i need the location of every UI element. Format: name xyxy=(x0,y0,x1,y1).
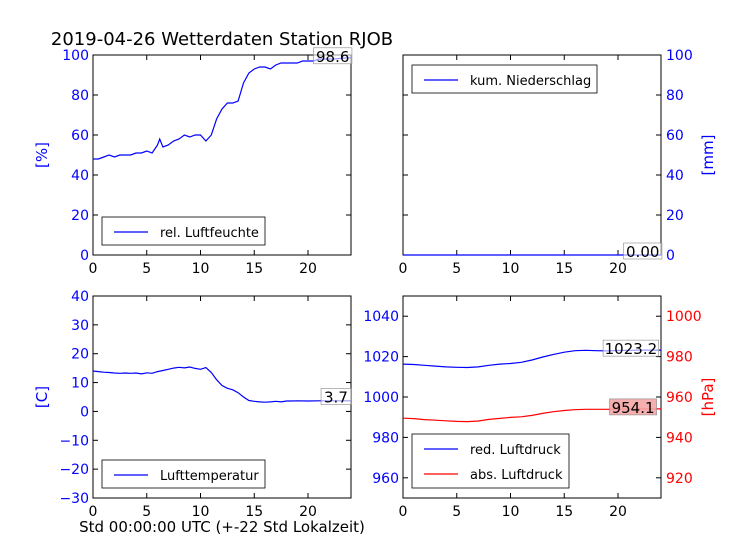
y-tick-label: 10 xyxy=(71,376,89,392)
y-tick-label: −30 xyxy=(59,491,89,507)
series-line-1 xyxy=(93,57,352,160)
y2-tick-label: 980 xyxy=(666,350,693,366)
y-axis-label: [hPa] xyxy=(699,378,717,417)
x-tick-label: 10 xyxy=(502,261,520,277)
x-tick-label: 15 xyxy=(245,261,263,277)
x-tick-label: 0 xyxy=(89,261,98,277)
y-tick-label: −20 xyxy=(59,462,89,478)
figure-title: 2019-04-26 Wetterdaten Station RJOB xyxy=(51,29,393,50)
y-tick-label: 1020 xyxy=(363,350,399,366)
value-annotation: 1023.2 xyxy=(605,340,658,358)
y-tick-label: −10 xyxy=(59,433,89,449)
value-annotation: 3.7 xyxy=(324,388,348,406)
value-annotation-box xyxy=(602,339,659,357)
y-tick-label: 40 xyxy=(71,289,89,305)
value-annotation: 98.6 xyxy=(316,48,349,66)
y2-tick-label: 1000 xyxy=(666,309,702,325)
value-annotation-box xyxy=(313,47,353,65)
value-annotation-box xyxy=(320,388,352,405)
value-annotation-box xyxy=(609,398,657,416)
legend-box xyxy=(101,459,266,489)
y-axis-label: [mm] xyxy=(699,135,717,176)
y-tick-label: 40 xyxy=(71,168,89,184)
legend-label-1: kum. Niederschlag xyxy=(470,74,591,89)
legend-box xyxy=(411,433,570,489)
y-tick-label: 100 xyxy=(62,48,89,64)
x-tick-label: 0 xyxy=(89,504,98,520)
y2-tick-label: 940 xyxy=(666,430,693,446)
y-tick-label: 60 xyxy=(71,128,89,144)
plot-frame xyxy=(92,54,352,256)
legend-box xyxy=(101,216,266,246)
y-tick-label: 0 xyxy=(666,248,675,264)
x-tick-label: 20 xyxy=(609,261,627,277)
x-tick-label: 5 xyxy=(452,261,461,277)
x-tick-label: 10 xyxy=(192,504,210,520)
y-tick-label: 80 xyxy=(71,88,89,104)
y-tick-label: 20 xyxy=(71,347,89,363)
panel-humidity: 0 5 10 15 20 0 20 40 60 80 100 [%] 98.6 rel. Luftfeuc… xyxy=(33,47,353,277)
x-tick-label: 15 xyxy=(245,504,263,520)
legend-label-1: red. Luftdruck xyxy=(470,443,561,458)
x-tick-label: 10 xyxy=(502,504,520,520)
y2-tick-label: 960 xyxy=(666,390,693,406)
y-tick-label: 0 xyxy=(80,404,89,420)
y-tick-label: 80 xyxy=(666,88,684,104)
x-tick-label: 5 xyxy=(452,504,461,520)
x-tick-label: 0 xyxy=(399,504,408,520)
x-tick-label: 10 xyxy=(192,261,210,277)
y-tick-label: 20 xyxy=(71,208,89,224)
y2-tick-label: 920 xyxy=(666,471,693,487)
legend-label-2: abs. Luftdruck xyxy=(470,468,563,483)
y-tick-label: 980 xyxy=(372,430,399,446)
x-tick-label: 20 xyxy=(609,504,627,520)
legend-box xyxy=(411,64,598,94)
y-tick-label: 1000 xyxy=(363,390,399,406)
x-tick-label: 15 xyxy=(555,504,573,520)
x-tick-label: 5 xyxy=(142,504,151,520)
y-tick-label: 0 xyxy=(80,248,89,264)
y-axis-label: [C] xyxy=(33,386,51,408)
panel-temperature: 0 5 10 15 20 −30 −20 −10 0 10 20 30 40 [C] 3.7 Lufttemp… xyxy=(33,289,352,520)
y-tick-label: 60 xyxy=(666,128,684,144)
y-tick-label: 20 xyxy=(666,208,684,224)
y-tick-label: 40 xyxy=(666,168,684,184)
x-tick-label: 5 xyxy=(142,261,151,277)
series-line-1 xyxy=(92,366,351,403)
figure-xlabel: Std 00:00:00 UTC (+-22 Std Lokalzeit) xyxy=(79,518,365,536)
x-tick-label: 15 xyxy=(555,261,573,277)
legend-label-1: Lufttemperatur xyxy=(160,469,259,484)
y-tick-label: 100 xyxy=(666,48,693,64)
legend-label-1: rel. Luftfeuchte xyxy=(160,226,259,241)
panel-pressure: 0 5 10 15 20 960 980 1000 1020 1040 920 940 960 980 10… xyxy=(363,295,717,520)
x-tick-label: 20 xyxy=(299,504,317,520)
value-annotation: 954.1 xyxy=(612,399,655,417)
value-annotation-box xyxy=(623,242,663,260)
x-tick-label: 0 xyxy=(399,261,408,277)
x-tick-label: 20 xyxy=(299,261,317,277)
panel-precipitation: 0 5 10 15 20 0 20 40 60 80 100 [mm] 0.00 kum. Nieders… xyxy=(399,48,717,277)
y-axis-label: [%] xyxy=(33,142,51,168)
value-annotation: 0.00 xyxy=(626,243,659,261)
y-tick-label: 1040 xyxy=(363,309,399,325)
y-tick-label: 960 xyxy=(372,471,399,487)
y-tick-label: 30 xyxy=(71,318,89,334)
